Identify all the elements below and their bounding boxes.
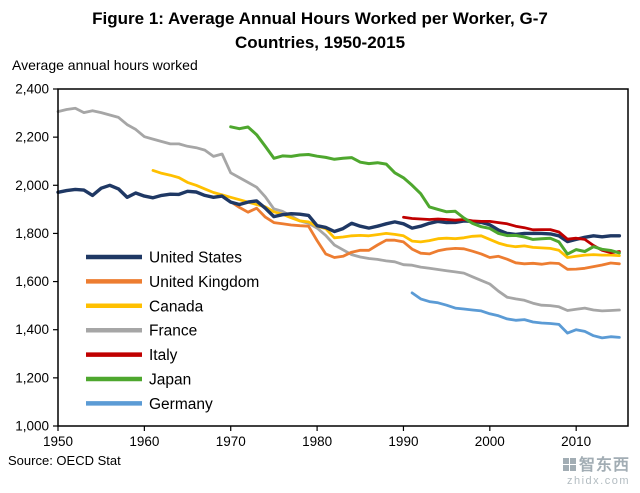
watermark-grid-icon	[562, 458, 576, 472]
x-tick-label: 1990	[388, 434, 418, 449]
series-line-united-kingdom	[229, 200, 621, 271]
series-line-canada	[151, 169, 621, 260]
watermark-name: 智东西	[578, 457, 630, 475]
chart-title-line2: Countries, 1950-2015	[234, 33, 406, 53]
series-line-france	[56, 107, 621, 313]
y-tick-label: 1,600	[15, 274, 49, 289]
plot-border	[57, 88, 629, 427]
legend-label-italy: Italy	[149, 347, 178, 364]
figure-container: Figure 1: Average Annual Hours Worked pe…	[0, 7, 640, 487]
y-tick-label: 2,400	[15, 82, 49, 97]
legend-label-canada: Canada	[149, 299, 204, 316]
legend-label-germany: Germany	[149, 396, 213, 413]
x-tick-label: 1960	[129, 434, 159, 449]
x-tick-label: 1970	[216, 434, 246, 449]
chart-svg: 1,000 1,200 1,400 1,600 1,800 2,000 2,200 2,400…	[15, 82, 629, 449]
watermark-domain: zhidx.com	[566, 474, 630, 487]
y-tick-label: 2,200	[15, 130, 49, 145]
source-note: Source: OECD Stat	[8, 453, 121, 469]
y-tick-label: 1,400	[15, 322, 49, 337]
series-line-italy	[402, 216, 621, 255]
series-line-germany	[410, 291, 621, 340]
chart-title-line1: Figure 1: Average Annual Hours Worked pe…	[92, 9, 548, 28]
x-tick-label: 1950	[43, 434, 73, 449]
series-line-united-states	[56, 183, 622, 244]
y-tick-label: 2,000	[15, 178, 49, 193]
series-line-japan	[229, 125, 621, 256]
legend-label-japan: Japan	[149, 372, 191, 389]
x-tick-label: 2000	[475, 434, 505, 449]
y-tick-label: 1,200	[15, 371, 49, 386]
y-axis-title: Average annual hours worked	[12, 57, 198, 74]
x-tick-label: 2010	[561, 434, 591, 449]
chart-title: Figure 1: Average Annual Hours Worked pe…	[0, 7, 640, 55]
y-tick-label: 1,800	[15, 226, 49, 241]
watermark: 智东西 zhidx.com	[562, 457, 630, 487]
legend-label-united-kingdom: United Kingdom	[149, 274, 259, 291]
x-tick-label: 1980	[302, 434, 332, 449]
watermark-title: 智东西	[562, 457, 630, 475]
legend-label-united-states: United States	[149, 250, 242, 267]
y-tick-label: 1,000	[15, 419, 49, 434]
legend-label-france: France	[149, 323, 197, 340]
